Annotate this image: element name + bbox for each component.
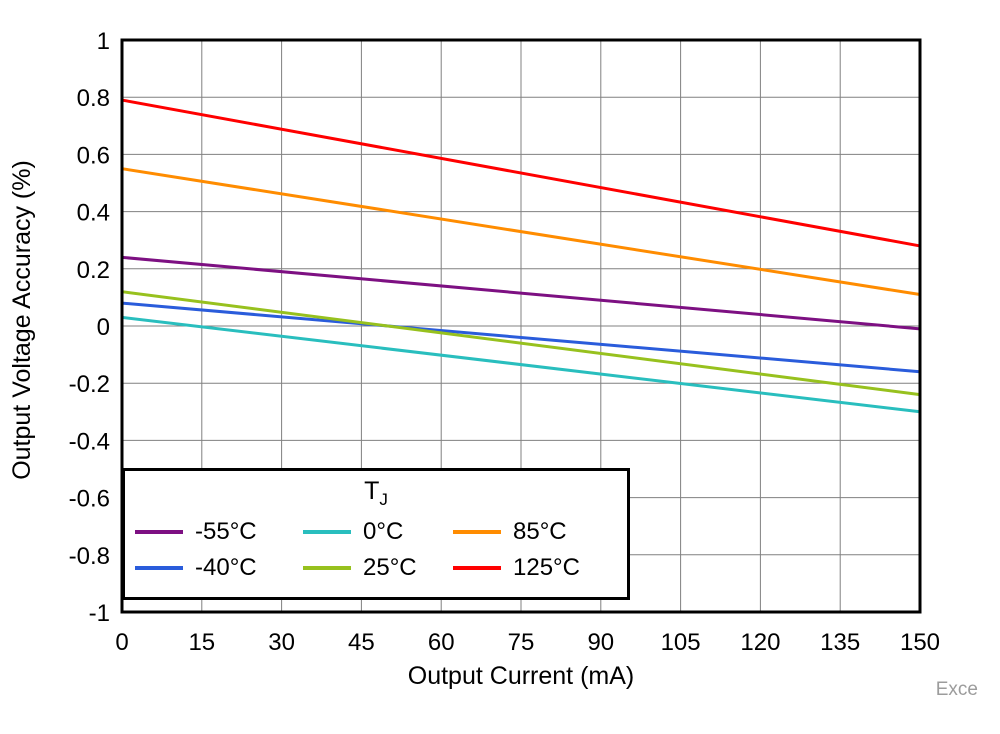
x-tick-label: 60 xyxy=(428,629,455,656)
y-tick-label: 0.8 xyxy=(77,85,110,112)
legend: TJ -55°C 0°C 85°C -40°C 25°C 125°C xyxy=(122,468,630,600)
y-tick-label: 0.2 xyxy=(77,257,110,284)
legend-item: -55°C xyxy=(135,518,303,546)
y-tick-label: -0.2 xyxy=(69,371,110,398)
x-tick-label: 15 xyxy=(188,629,215,656)
series-line--55C xyxy=(120,255,922,331)
y-tick-label: 0.4 xyxy=(77,200,110,227)
x-tick-label: 135 xyxy=(820,629,860,656)
y-tick-label: -1 xyxy=(89,600,110,627)
x-tick-label: 105 xyxy=(661,629,701,656)
y-tick-label: 1 xyxy=(97,28,110,55)
x-tick-label: 30 xyxy=(268,629,295,656)
legend-item: 25°C xyxy=(303,554,453,582)
series-line-85C xyxy=(120,167,922,297)
x-tick-label: 45 xyxy=(348,629,375,656)
legend-title-sub: J xyxy=(379,490,388,509)
plot-border xyxy=(120,38,922,614)
series-line-125C xyxy=(120,98,922,248)
y-tick-label: 0.6 xyxy=(77,142,110,169)
legend-item: 85°C xyxy=(453,518,629,546)
x-axis-title: Output Current (mA) xyxy=(408,662,634,690)
legend-item: -40°C xyxy=(135,554,303,582)
legend-swatch xyxy=(453,566,501,570)
legend-label: 0°C xyxy=(363,518,404,545)
legend-swatch xyxy=(135,566,183,570)
legend-title-main: T xyxy=(364,477,380,505)
series-line--40C xyxy=(120,301,922,374)
y-axis-title: Output Voltage Accuracy (%) xyxy=(8,160,36,480)
y-tick-label: -0.8 xyxy=(69,543,110,570)
x-tick-label: 90 xyxy=(587,629,614,656)
legend-rows: -55°C 0°C 85°C -40°C 25°C 125°C xyxy=(125,514,627,586)
legend-swatch xyxy=(135,530,183,534)
legend-row: -55°C 0°C 85°C xyxy=(125,514,627,550)
y-tick-label: -0.4 xyxy=(69,428,110,455)
series-line-0C xyxy=(120,315,922,414)
legend-label: -40°C xyxy=(195,554,257,581)
legend-label: 125°C xyxy=(513,554,580,581)
x-tick-label: 150 xyxy=(900,629,940,656)
x-tick-label: 75 xyxy=(508,629,535,656)
watermark: Exce xyxy=(936,679,978,700)
legend-item: 125°C xyxy=(453,554,629,582)
legend-label: 25°C xyxy=(363,554,417,581)
legend-swatch xyxy=(303,530,351,534)
legend-swatch xyxy=(303,566,351,570)
legend-label: -55°C xyxy=(195,518,257,545)
legend-item: 0°C xyxy=(303,518,453,546)
legend-swatch xyxy=(453,530,501,534)
legend-title: TJ xyxy=(125,477,627,514)
y-tick-label: -0.6 xyxy=(69,486,110,513)
series-line-25C xyxy=(120,290,922,397)
legend-label: 85°C xyxy=(513,518,567,545)
y-tick-label: 0 xyxy=(97,314,110,341)
x-tick-label: 120 xyxy=(740,629,780,656)
x-tick-label: 0 xyxy=(115,629,128,656)
legend-row: -40°C 25°C 125°C xyxy=(125,550,627,586)
